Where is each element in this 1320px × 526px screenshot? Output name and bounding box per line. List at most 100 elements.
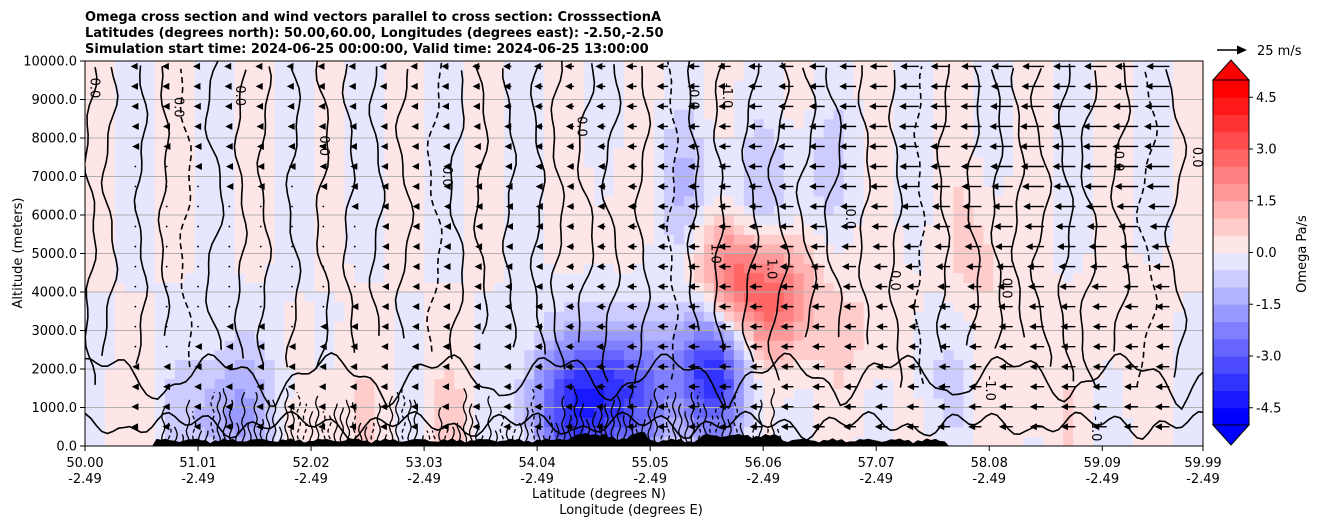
omega-cell xyxy=(304,378,316,389)
omega-cell xyxy=(813,89,825,101)
omega-cell xyxy=(634,263,645,274)
omega-cell xyxy=(883,417,895,428)
omega-cell xyxy=(364,369,376,380)
omega-cell xyxy=(274,407,286,418)
omega-cell xyxy=(833,118,845,129)
contour-line xyxy=(438,407,443,446)
omega-cell xyxy=(494,195,505,206)
omega-cell xyxy=(1073,359,1084,370)
wind-vector-head xyxy=(441,403,449,411)
omega-cell xyxy=(394,89,406,101)
omega-cell xyxy=(174,61,186,72)
omega-cell xyxy=(813,253,825,264)
omega-cell xyxy=(544,263,555,274)
omega-cell xyxy=(384,388,396,399)
omega-cell xyxy=(1053,369,1064,380)
omega-cell xyxy=(813,436,825,446)
omega-cell xyxy=(85,89,96,101)
omega-cell xyxy=(953,349,965,360)
omega-cell xyxy=(1183,349,1194,360)
omega-cell xyxy=(1063,195,1074,206)
omega-cell xyxy=(154,397,166,409)
omega-cell xyxy=(683,320,695,332)
omega-cell xyxy=(334,89,346,101)
omega-cell xyxy=(883,186,895,197)
omega-cell xyxy=(364,70,376,81)
omega-cell xyxy=(294,195,306,206)
omega-cell xyxy=(554,215,565,226)
omega-cell xyxy=(993,311,1004,322)
omega-cell xyxy=(683,436,695,446)
omega-cell xyxy=(683,186,695,197)
omega-cell xyxy=(594,109,605,120)
omega-cell xyxy=(464,215,475,226)
omega-cell xyxy=(464,195,475,206)
omega-cell xyxy=(264,157,276,168)
omega-cell xyxy=(324,195,336,206)
omega-cell xyxy=(1143,215,1154,226)
omega-cell xyxy=(1003,436,1014,446)
wind-vector-head xyxy=(286,62,294,70)
omega-cell xyxy=(224,330,236,341)
omega-cell xyxy=(1063,436,1074,446)
wind-vector-head xyxy=(412,183,420,191)
omega-cell xyxy=(1013,330,1024,341)
omega-cell xyxy=(763,128,775,139)
omega-cell xyxy=(903,272,915,283)
omega-cell xyxy=(514,388,525,399)
omega-cell xyxy=(1073,292,1084,303)
omega-cell xyxy=(753,166,765,178)
omega-cell xyxy=(434,417,445,428)
omega-cell xyxy=(514,205,525,216)
omega-cell xyxy=(743,388,755,399)
omega-cell xyxy=(544,272,555,283)
omega-cell xyxy=(1183,330,1194,341)
omega-cell xyxy=(424,330,435,341)
omega-cell xyxy=(913,147,925,158)
omega-cell xyxy=(354,253,366,264)
omega-cell xyxy=(873,147,885,158)
omega-cell xyxy=(743,272,755,283)
omega-cell xyxy=(574,243,585,255)
omega-cell xyxy=(983,397,994,409)
omega-cell xyxy=(594,292,605,303)
omega-cell xyxy=(394,147,406,158)
omega-cell xyxy=(863,186,875,197)
omega-cell xyxy=(1063,369,1074,380)
omega-cell xyxy=(723,272,735,283)
omega-cell xyxy=(164,234,176,245)
omega-cell xyxy=(673,234,685,245)
omega-cell xyxy=(1193,388,1203,399)
omega-cell xyxy=(454,253,465,264)
omega-cell xyxy=(1003,330,1014,341)
omega-cell xyxy=(144,61,156,72)
omega-cell xyxy=(903,417,915,428)
omega-cell xyxy=(574,378,585,389)
omega-cell xyxy=(773,378,785,389)
contour-line xyxy=(302,403,308,446)
omega-cell xyxy=(464,253,475,264)
omega-cell xyxy=(394,292,406,303)
omega-cell xyxy=(953,292,965,303)
omega-cell xyxy=(214,99,226,110)
omega-cell xyxy=(144,388,156,399)
omega-cell xyxy=(174,369,186,380)
omega-cell xyxy=(673,109,685,120)
omega-cell xyxy=(264,138,276,149)
omega-cell xyxy=(604,205,615,216)
wind-vector-head xyxy=(349,102,357,110)
omega-cell xyxy=(174,388,186,399)
omega-cell xyxy=(454,349,465,360)
omega-cell xyxy=(783,340,795,351)
omega-cell xyxy=(1153,292,1164,303)
omega-cell xyxy=(234,397,246,409)
omega-cell xyxy=(1033,109,1044,120)
omega-cell xyxy=(324,253,336,264)
omega-cell xyxy=(873,128,885,139)
omega-cell xyxy=(1083,426,1094,437)
omega-cell xyxy=(444,157,455,168)
omega-cell xyxy=(604,263,615,274)
omega-cell xyxy=(683,359,695,370)
omega-cell xyxy=(1063,388,1074,399)
